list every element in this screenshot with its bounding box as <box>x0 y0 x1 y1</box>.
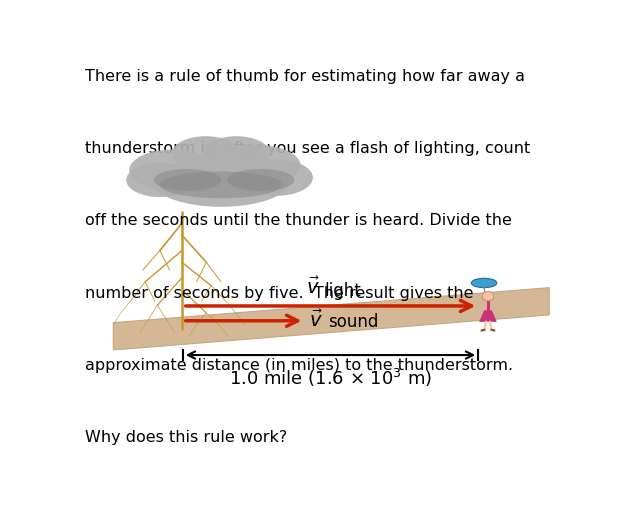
Text: $\vec{v}$: $\vec{v}$ <box>309 309 323 330</box>
Text: There is a rule of thumb for estimating how far away a: There is a rule of thumb for estimating … <box>85 69 525 84</box>
Text: off the seconds until the thunder is heard. Divide the: off the seconds until the thunder is hea… <box>85 213 512 228</box>
Ellipse shape <box>471 279 497 288</box>
Ellipse shape <box>240 160 313 196</box>
Text: sound: sound <box>328 312 378 330</box>
Text: Why does this rule work?: Why does this rule work? <box>85 429 287 444</box>
Text: $\vec{v}$: $\vec{v}$ <box>306 277 320 298</box>
Text: light: light <box>325 281 362 299</box>
Ellipse shape <box>126 164 193 197</box>
Ellipse shape <box>227 170 295 191</box>
Ellipse shape <box>209 145 301 187</box>
Polygon shape <box>113 288 549 350</box>
Ellipse shape <box>154 170 221 191</box>
Text: thunderstorm is. After you see a flash of lighting, count: thunderstorm is. After you see a flash o… <box>85 141 530 156</box>
Ellipse shape <box>203 137 270 171</box>
Ellipse shape <box>129 150 215 191</box>
Ellipse shape <box>160 172 283 199</box>
Text: number of seconds by five.  The result gives the: number of seconds by five. The result gi… <box>85 285 473 300</box>
Ellipse shape <box>154 159 288 208</box>
Text: approximate distance (in miles) to the thunderstorm.: approximate distance (in miles) to the t… <box>85 357 513 372</box>
Circle shape <box>482 292 494 301</box>
Ellipse shape <box>172 137 240 171</box>
Text: 1.0 mile (1.6 $\times$ 10$^3$ m): 1.0 mile (1.6 $\times$ 10$^3$ m) <box>229 366 432 388</box>
Polygon shape <box>479 311 497 322</box>
